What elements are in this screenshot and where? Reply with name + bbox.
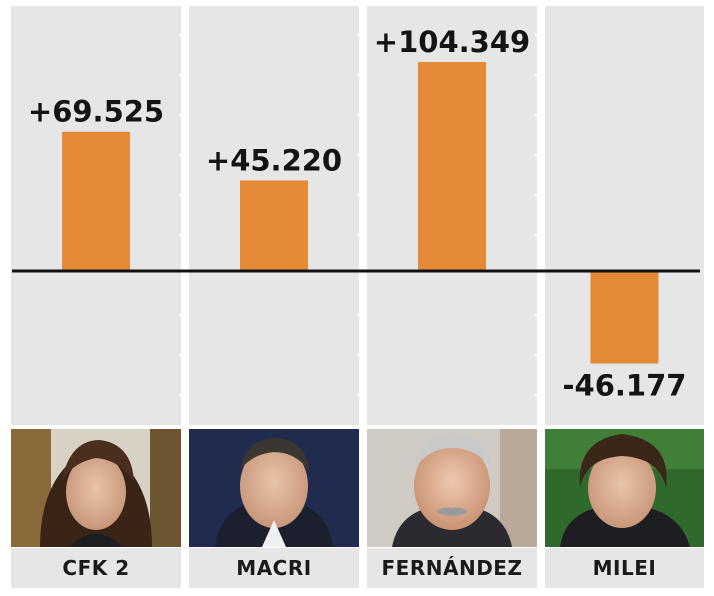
fernandez-portrait (367, 429, 537, 547)
category-label: MACRI (236, 556, 311, 580)
category-label-background (367, 548, 537, 588)
value-label: +104.349 (374, 25, 530, 59)
category-label: MILEI (593, 556, 657, 580)
category-label: FERNÁNDEZ (382, 556, 523, 580)
value-label: +45.220 (206, 143, 342, 177)
value-label: -46.177 (563, 368, 687, 402)
bar (240, 180, 308, 271)
value-label: +69.525 (28, 95, 164, 129)
category-label: CFK 2 (62, 556, 129, 580)
milei-portrait (545, 429, 704, 547)
bar (590, 271, 659, 364)
cfk-portrait (11, 429, 181, 547)
category-label-background (189, 548, 359, 588)
bar (62, 131, 130, 271)
bar (418, 62, 486, 271)
macri-portrait (189, 429, 359, 547)
category-label-background (11, 548, 181, 588)
category-label-background (545, 548, 704, 588)
